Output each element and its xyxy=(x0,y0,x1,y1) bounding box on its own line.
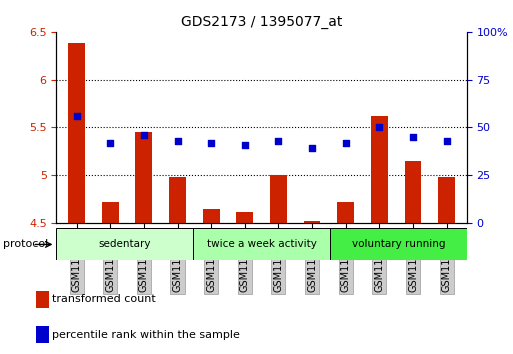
FancyBboxPatch shape xyxy=(330,228,467,260)
FancyBboxPatch shape xyxy=(56,228,193,260)
Point xyxy=(72,113,81,119)
Point xyxy=(106,140,114,145)
Point xyxy=(140,132,148,138)
Bar xyxy=(236,212,253,223)
Point xyxy=(376,125,384,130)
Text: transformed count: transformed count xyxy=(52,294,156,304)
Title: GDS2173 / 1395077_at: GDS2173 / 1395077_at xyxy=(181,16,342,29)
Bar xyxy=(203,209,220,223)
Point xyxy=(342,140,350,145)
Point xyxy=(274,138,283,144)
Bar xyxy=(304,221,321,223)
Bar xyxy=(270,175,287,223)
Point xyxy=(409,134,417,140)
Text: sedentary: sedentary xyxy=(98,239,151,249)
Point xyxy=(207,140,215,145)
FancyBboxPatch shape xyxy=(193,228,330,260)
Bar xyxy=(438,177,455,223)
Text: voluntary running: voluntary running xyxy=(352,239,445,249)
Point xyxy=(241,142,249,148)
Bar xyxy=(169,177,186,223)
Bar xyxy=(338,202,354,223)
Bar xyxy=(102,202,119,223)
Text: protocol: protocol xyxy=(3,239,48,249)
Point xyxy=(308,145,316,151)
Text: twice a week activity: twice a week activity xyxy=(207,239,317,249)
Point xyxy=(443,138,451,144)
Point xyxy=(173,138,182,144)
Bar xyxy=(371,116,388,223)
Bar xyxy=(68,43,85,223)
Text: percentile rank within the sample: percentile rank within the sample xyxy=(52,330,240,339)
Bar xyxy=(135,132,152,223)
Bar xyxy=(405,161,421,223)
